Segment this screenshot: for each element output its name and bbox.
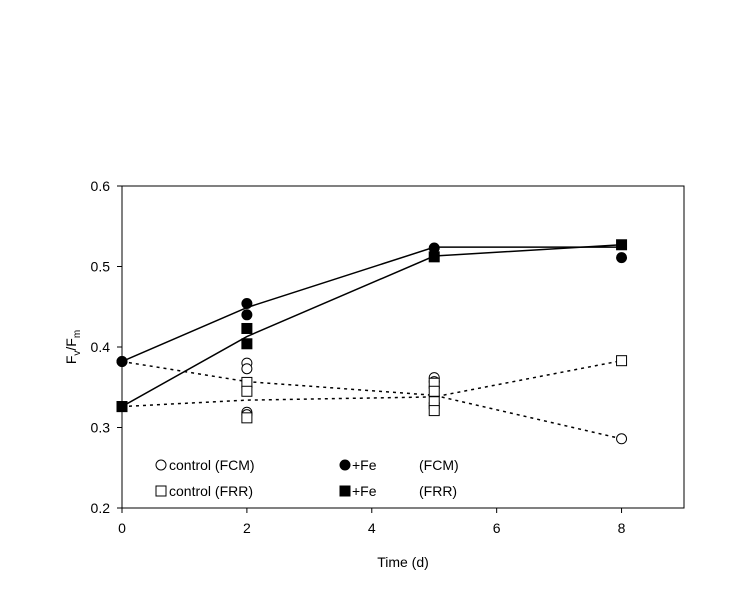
legend-label-control-fcm: control (FCM): [169, 457, 255, 473]
x-tick-label: 8: [618, 520, 626, 536]
legend-item-control-frr: control (FRR): [155, 483, 253, 499]
series-line: [121, 360, 622, 440]
legend-item-control-fcm: control (FCM): [155, 457, 255, 473]
legend: control (FCM) +Fe (FCM) control (FRR) +F…: [155, 457, 459, 499]
legend-label-fe-fcm: +Fe: [352, 457, 377, 473]
data-point: [241, 298, 253, 310]
x-tick-label: 0: [118, 520, 126, 536]
data-point: [616, 355, 628, 367]
data-point: [241, 385, 253, 397]
data-point: [616, 239, 628, 251]
x-tick-label: 4: [368, 520, 376, 536]
y-axis-title-text: Fv/Fm: [63, 330, 83, 364]
x-axis-tick-labels: 0 2 4 6 8: [118, 520, 626, 536]
x-axis-ticks: [121, 508, 623, 513]
y-axis-tick-labels: 0.2 0.3 0.4 0.5 0.6: [91, 178, 111, 516]
legend-item-fe-fcm: +Fe (FCM): [339, 457, 459, 473]
series-line: [121, 246, 622, 363]
data-point: [116, 401, 128, 413]
x-axis-title: Time (d): [377, 554, 429, 570]
y-tick-label: 0.3: [91, 420, 111, 436]
y-tick-label: 0.4: [91, 339, 111, 355]
data-point: [428, 251, 440, 263]
legend-label-fe-frr: +Fe: [352, 483, 377, 499]
data-point: [241, 338, 253, 350]
data-point: [241, 309, 253, 321]
legend-filled-circle-marker: [339, 459, 351, 471]
series-line: [121, 244, 622, 408]
legend-method-fe-fcm: (FCM): [419, 457, 459, 473]
legend-open-square-marker: [155, 485, 167, 497]
y-tick-label: 0.6: [91, 178, 111, 194]
x-tick-label: 2: [243, 520, 251, 536]
y-tick-label: 0.5: [91, 259, 111, 275]
data-point: [241, 363, 253, 375]
data-point: [241, 322, 253, 334]
x-tick-label: 6: [493, 520, 501, 536]
data-point: [428, 385, 440, 397]
y-axis-title: Fv/Fm: [63, 330, 83, 364]
legend-method-fe-frr: (FRR): [419, 483, 457, 499]
legend-filled-square-marker: [339, 485, 351, 497]
data-point: [428, 405, 440, 417]
y-tick-label: 0.2: [91, 500, 111, 516]
legend-open-circle-marker: [155, 459, 167, 471]
legend-label-control-frr: control (FRR): [169, 483, 253, 499]
data-point: [616, 433, 628, 445]
data-point: [616, 252, 628, 264]
data-point: [116, 355, 128, 367]
y-axis-ticks: [117, 185, 122, 509]
series-markers: [116, 239, 628, 445]
data-point: [241, 412, 253, 424]
series-lines: [121, 244, 622, 440]
series-line: [121, 359, 622, 408]
legend-item-fe-frr: +Fe (FRR): [339, 483, 457, 499]
